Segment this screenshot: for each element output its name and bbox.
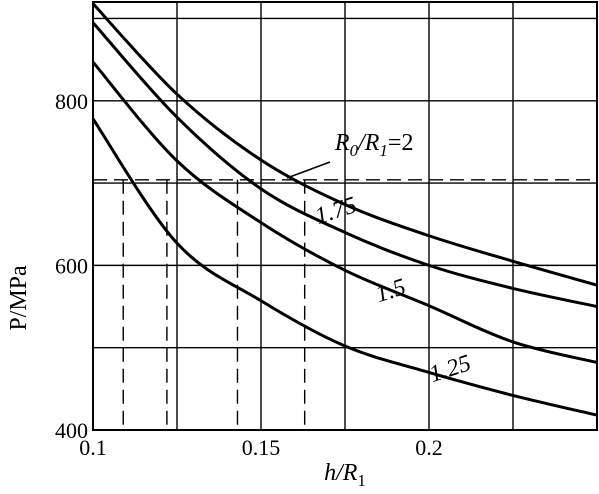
y-tick-label: 400 — [55, 418, 88, 443]
x-tick-label: 0.1 — [79, 435, 107, 460]
curve-label-part: 1 — [379, 141, 388, 160]
curve-label-part: R — [334, 130, 350, 156]
curve-label-1: 1.75 — [312, 192, 360, 230]
curve-label-text: R0/R1=2 — [334, 130, 414, 160]
reference-lines — [93, 179, 597, 430]
curve-series — [91, 21, 598, 309]
x-axis-label: h/R1 — [324, 460, 366, 490]
curve-label-part: /R — [356, 130, 380, 156]
grid-lines — [93, 2, 597, 430]
curve-series — [91, 2, 598, 287]
plot-frame — [92, 1, 598, 431]
curve-series — [91, 118, 598, 417]
tick-labels: 0.1 0.15 0.2 400 600 800 — [55, 89, 443, 460]
curve-label-2: 1.5 — [372, 274, 409, 308]
curve-labels: R0/R1=21.751.51.25 — [286, 130, 474, 388]
x-tick-label: 0.15 — [242, 435, 281, 460]
curve-series — [91, 61, 598, 364]
y-tick-label: 600 — [55, 253, 88, 278]
leader-line — [286, 161, 331, 179]
y-axis-label: P/MPa — [6, 265, 32, 331]
curves — [91, 2, 598, 417]
curve-label-part: =2 — [388, 130, 414, 156]
x-tick-label: 0.2 — [415, 435, 443, 460]
curve-label-part: 0 — [350, 141, 359, 160]
y-tick-label: 800 — [55, 89, 88, 114]
